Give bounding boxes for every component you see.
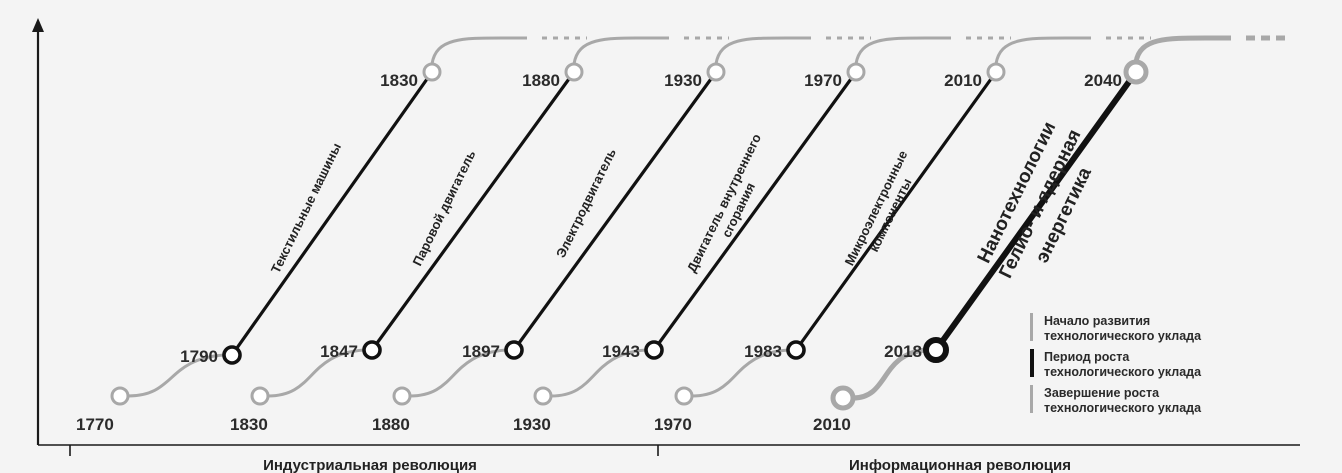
legend-line-2: технологического уклада bbox=[1044, 365, 1202, 379]
wave-3: 1880 1897 1930 Электродвигатель bbox=[372, 36, 871, 434]
growth-end-node bbox=[564, 62, 584, 82]
saturation-curve bbox=[572, 36, 669, 65]
wave-technology-label: Электродвигатель bbox=[553, 146, 619, 260]
legend-line-1: Период роста bbox=[1044, 350, 1130, 364]
growth-end-node bbox=[986, 62, 1006, 82]
start-phase-curve bbox=[550, 348, 647, 398]
start-year-label: 1880 bbox=[372, 415, 410, 434]
legend-line-2: технологического уклада bbox=[1044, 329, 1202, 343]
legend-swatch bbox=[1030, 385, 1033, 413]
growth-start-node bbox=[786, 340, 806, 360]
legend-line-1: Завершение роста bbox=[1044, 386, 1160, 400]
wave-4: 1930 1943 1970 Двигатель внутреннегосгорани… bbox=[513, 36, 1011, 434]
growth-line bbox=[230, 71, 434, 356]
growth-end-year-label: 1930 bbox=[664, 71, 702, 90]
start-node bbox=[110, 386, 130, 406]
start-node bbox=[533, 386, 553, 406]
growth-start-year-label: 1847 bbox=[320, 342, 358, 361]
growth-end-node bbox=[1123, 59, 1149, 85]
growth-start-year-label: 1943 bbox=[602, 342, 640, 361]
saturation-curve bbox=[1133, 35, 1231, 63]
start-node bbox=[250, 386, 270, 406]
growth-end-node bbox=[846, 62, 866, 82]
growth-end-year-label: 1880 bbox=[522, 71, 560, 90]
growth-start-node bbox=[923, 337, 949, 363]
growth-line bbox=[652, 71, 858, 351]
start-year-label: 2010 bbox=[813, 415, 851, 434]
wave-technology-label-line: Текстильные машины bbox=[268, 140, 344, 275]
growth-line bbox=[512, 71, 718, 351]
start-phase-curve bbox=[409, 348, 507, 398]
legend-swatch bbox=[1030, 313, 1033, 341]
growth-start-year-label: 1983 bbox=[744, 342, 782, 361]
start-year-label: 1930 bbox=[513, 415, 551, 434]
wave-1: 1770 1790 1830 Текстильные машины bbox=[76, 36, 587, 434]
start-phase-curve bbox=[852, 347, 927, 401]
saturation-curve bbox=[854, 36, 951, 65]
information-revolution-label: Информационная революция bbox=[849, 457, 1071, 473]
growth-start-node bbox=[362, 340, 382, 360]
growth-end-year-label: 2040 bbox=[1084, 71, 1122, 90]
start-node bbox=[674, 386, 694, 406]
start-phase-curve bbox=[267, 348, 365, 398]
growth-line bbox=[933, 70, 1139, 352]
wave-technology-label: Двигатель внутреннегосгорания bbox=[684, 131, 779, 281]
start-year-label: 1770 bbox=[76, 415, 114, 434]
wave-technology-label: Текстильные машины bbox=[268, 140, 344, 275]
saturation-curve bbox=[994, 36, 1091, 65]
axes bbox=[32, 18, 1300, 456]
legend-line-2: технологического уклада bbox=[1044, 401, 1202, 415]
growth-start-node bbox=[644, 340, 664, 360]
start-year-label: 1830 bbox=[230, 415, 268, 434]
y-axis-arrow-icon bbox=[32, 18, 44, 32]
growth-end-node bbox=[422, 62, 442, 82]
industrial-revolution-label: Индустриальная революция bbox=[263, 457, 477, 473]
growth-end-year-label: 2010 bbox=[944, 71, 982, 90]
wave-technology-label-line: Электродвигатель bbox=[553, 146, 619, 260]
saturation-curve bbox=[430, 36, 527, 65]
growth-line bbox=[370, 71, 576, 351]
growth-start-year-label: 2018 bbox=[884, 342, 922, 361]
start-node bbox=[830, 385, 856, 411]
start-phase-curve bbox=[691, 348, 789, 398]
start-phase-curve bbox=[127, 353, 225, 398]
growth-start-node bbox=[222, 345, 242, 365]
start-year-label: 1970 bbox=[654, 415, 692, 434]
saturation-curve bbox=[714, 36, 811, 65]
legend-swatch bbox=[1030, 349, 1034, 377]
growth-start-year-label: 1897 bbox=[462, 342, 500, 361]
wave-technology-label: Микроэлектронныекомпоненты bbox=[842, 148, 925, 275]
growth-end-year-label: 1970 bbox=[804, 71, 842, 90]
start-node bbox=[392, 386, 412, 406]
growth-start-year-label: 1790 bbox=[180, 347, 218, 366]
revolutions: Индустриальная революция Информационная … bbox=[263, 457, 1071, 473]
growth-line bbox=[794, 71, 998, 351]
growth-start-node bbox=[504, 340, 524, 360]
growth-end-node bbox=[706, 62, 726, 82]
growth-end-year-label: 1830 bbox=[380, 71, 418, 90]
legend-line-1: Начало развития bbox=[1044, 314, 1150, 328]
